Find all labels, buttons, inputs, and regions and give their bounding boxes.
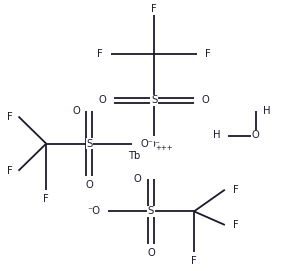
Text: F: F	[97, 49, 103, 59]
Text: O: O	[202, 95, 209, 105]
Text: O: O	[85, 180, 93, 190]
Text: F: F	[151, 5, 157, 14]
Text: F: F	[233, 185, 238, 195]
Text: F: F	[205, 49, 211, 59]
Text: O: O	[99, 95, 106, 105]
Text: F: F	[191, 256, 197, 266]
Text: F: F	[233, 220, 238, 230]
Text: Tb: Tb	[128, 151, 140, 161]
Text: +++: +++	[156, 145, 173, 151]
Text: F: F	[43, 194, 49, 204]
Text: ⁻O: ⁻O	[87, 207, 100, 216]
Text: F: F	[6, 112, 12, 121]
Text: O: O	[147, 248, 155, 258]
Text: F: F	[6, 166, 12, 176]
Text: H: H	[263, 106, 271, 116]
Text: O: O	[72, 106, 80, 116]
Text: O: O	[134, 174, 142, 184]
Text: H: H	[213, 131, 220, 140]
Text: S: S	[86, 139, 92, 149]
Text: O⁻: O⁻	[148, 140, 160, 150]
Text: S: S	[151, 95, 157, 105]
Text: S: S	[148, 207, 154, 216]
Text: O: O	[252, 131, 260, 140]
Text: O⁻: O⁻	[140, 139, 153, 149]
